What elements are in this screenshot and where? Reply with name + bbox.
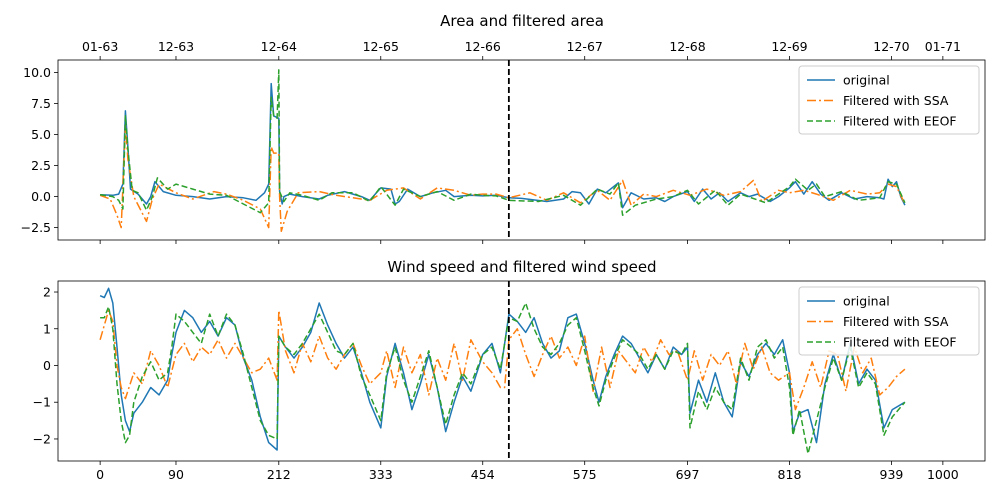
wind-chart-axes-frame [57, 280, 986, 462]
wind-chart-ytick-label: 0 [43, 358, 51, 373]
wind-chart-xtick-label: 939 [880, 467, 904, 482]
area-chart-ytick-label: −2.5 [21, 220, 51, 235]
area-chart-top-xtick-label: 12-70 [873, 39, 909, 54]
wind-chart-series-filtered-with-eeof [100, 302, 906, 455]
wind-chart-ytick-label: 1 [43, 321, 51, 336]
wind-chart-xtick-label: 818 [778, 467, 802, 482]
wind-chart-xtick-label: 454 [471, 467, 495, 482]
wind-chart-xtick-label: 212 [267, 467, 291, 482]
area-chart-title: Area and filtered area [440, 12, 604, 30]
wind-chart-series-filtered-with-ssa [99, 309, 906, 411]
area-chart-top-xtick-label: 01-63 [82, 39, 118, 54]
area-chart-plot-area: −2.5 0.0 2.5 5.0 7.5 10.0 01-63 12-63 12-64 12-65… [21, 39, 986, 244]
area-chart-legend: original Filtered with SSA Filtered with E… [798, 65, 980, 135]
area-chart-ytick-label: 7.5 [31, 96, 51, 111]
area-chart-series-filtered-with-eeof [99, 69, 906, 216]
wind-chart-xtick-label: 697 [676, 467, 700, 482]
wind-chart-xtick-label: 90 [168, 467, 184, 482]
wind-chart-xtick-label: 0 [96, 467, 104, 482]
wind-chart-xtick-label: 333 [369, 467, 393, 482]
wind-chart-plot-area: −2 −1 0 1 2 0 90 212 333 454 575 697 818 939 1000 [33, 280, 986, 482]
area-chart-series-original [100, 82, 906, 209]
area-chart-ytick-label: 10.0 [23, 65, 51, 80]
area-chart-top-xtick-label: 12-64 [261, 39, 297, 54]
area-chart-axes-frame [57, 59, 986, 241]
area-chart-legend-label: Filtered with SSA [843, 93, 949, 108]
area-chart-top-xtick-label: 12-66 [465, 39, 501, 54]
area-chart-legend-label: Filtered with EEOF [843, 114, 957, 129]
area-chart-top-xtick-label: 12-68 [669, 39, 705, 54]
area-chart-top-xtick-label: 12-69 [771, 39, 807, 54]
area-chart-ytick-label: 2.5 [31, 158, 51, 173]
area-chart-top-xtick-label: 01-71 [925, 39, 961, 54]
area-chart: Area and filtered area −2.5 0.0 2.5 5.0 7.5 1… [21, 12, 986, 244]
area-chart-legend-label: original [843, 73, 890, 88]
wind-chart-legend: original Filtered with SSA Filtered with E… [798, 286, 980, 356]
area-chart-series-filtered-with-ssa [99, 125, 906, 233]
wind-chart-title: Wind speed and filtered wind speed [387, 258, 656, 276]
wind-chart-legend-box [798, 286, 980, 356]
wind-chart-ytick-label: 2 [43, 285, 51, 300]
area-chart-ytick-label: 0.0 [31, 189, 51, 204]
wind-chart-series-original [99, 287, 906, 451]
wind-chart: Wind speed and filtered wind speed −2 −1 0… [33, 258, 986, 482]
wind-chart-legend-label: Filtered with SSA [843, 314, 949, 329]
wind-chart-xtick-label: 1000 [927, 467, 959, 482]
area-chart-top-xtick-label: 12-63 [158, 39, 194, 54]
wind-chart-legend-label: Filtered with EEOF [843, 335, 957, 350]
wind-chart-ytick-label: −2 [33, 431, 51, 446]
area-chart-top-xtick-label: 12-67 [567, 39, 603, 54]
wind-chart-xtick-label: 575 [573, 467, 597, 482]
area-chart-top-xtick-label: 12-65 [363, 39, 399, 54]
wind-chart-legend-label: original [843, 294, 890, 309]
area-chart-ytick-label: 5.0 [31, 127, 51, 142]
area-chart-legend-box [798, 65, 980, 135]
wind-chart-ytick-label: −1 [33, 395, 51, 410]
